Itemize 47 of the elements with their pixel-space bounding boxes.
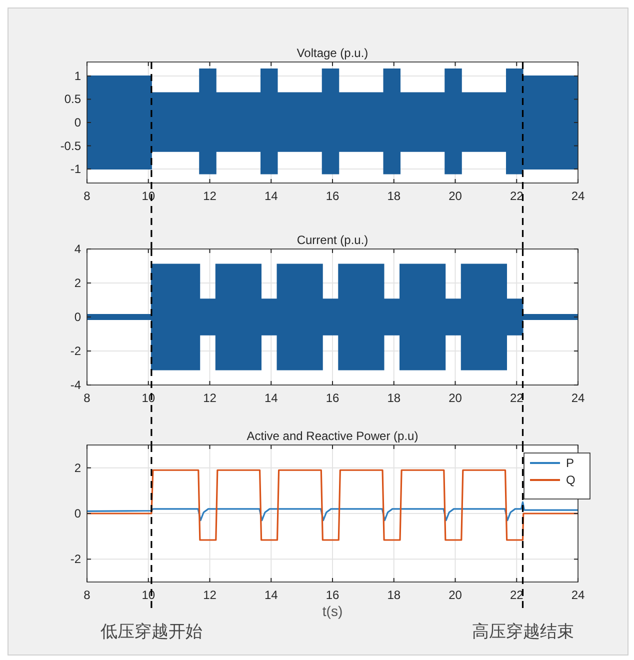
x-tick-label: 14 bbox=[264, 189, 278, 203]
x-tick-label: 18 bbox=[387, 189, 401, 203]
legend-label: Q bbox=[566, 473, 576, 487]
x-tick-label: 18 bbox=[387, 391, 401, 405]
x-tick-label: 20 bbox=[448, 189, 462, 203]
x-tick-label: 10 bbox=[142, 588, 156, 602]
chart-title: Current (p.u.) bbox=[296, 233, 368, 247]
y-tick-label: 2 bbox=[74, 460, 82, 475]
y-tick-label: -4 bbox=[70, 378, 82, 392]
x-tick-label: 24 bbox=[571, 391, 585, 405]
x-tick-label: 18 bbox=[387, 588, 401, 602]
x-tick-label: 14 bbox=[264, 391, 278, 405]
y-tick-label: -2 bbox=[70, 344, 82, 358]
x-tick-label: 12 bbox=[203, 588, 217, 602]
x-axis-title: t(s) bbox=[322, 603, 343, 619]
x-tick-label: 10 bbox=[142, 391, 156, 405]
x-tick-label: 12 bbox=[203, 189, 217, 203]
y-tick-label: -1 bbox=[70, 162, 82, 176]
x-tick-label: 20 bbox=[448, 588, 462, 602]
y-tick-label: 1 bbox=[74, 68, 82, 83]
x-tick-label: 8 bbox=[84, 189, 91, 203]
y-tick-label: 2 bbox=[74, 276, 82, 290]
chart-title: Voltage (p.u.) bbox=[296, 46, 368, 60]
y-tick-label: 0 bbox=[74, 506, 82, 520]
x-tick-label: 8 bbox=[84, 391, 91, 405]
x-tick-label: 20 bbox=[448, 391, 462, 405]
y-tick-label: 0 bbox=[74, 116, 82, 130]
line-series bbox=[87, 501, 578, 522]
y-tick-label: -0.5 bbox=[60, 138, 82, 153]
x-tick-label: 14 bbox=[264, 588, 278, 602]
x-tick-label: 16 bbox=[326, 588, 340, 602]
y-tick-label: 4 bbox=[74, 242, 82, 256]
x-tick-label: 22 bbox=[510, 391, 524, 405]
y-tick-label: 0.5 bbox=[64, 92, 82, 106]
x-tick-label: 8 bbox=[84, 588, 91, 602]
legend-label: P bbox=[566, 456, 574, 470]
x-tick-label: 16 bbox=[326, 189, 340, 203]
chart-title: Active and Reactive Power (p.u) bbox=[246, 429, 418, 443]
x-tick-label: 24 bbox=[571, 189, 585, 203]
x-tick-label: 12 bbox=[203, 391, 217, 405]
x-tick-label: 24 bbox=[571, 588, 585, 602]
y-tick-label: 0 bbox=[74, 310, 82, 324]
ref-line-label: 高压穿越结束 bbox=[472, 622, 574, 641]
x-tick-label: 22 bbox=[510, 588, 524, 602]
ref-line-label: 低压穿越开始 bbox=[100, 622, 202, 641]
y-tick-label: -2 bbox=[70, 552, 82, 566]
x-tick-label: 16 bbox=[326, 391, 340, 405]
